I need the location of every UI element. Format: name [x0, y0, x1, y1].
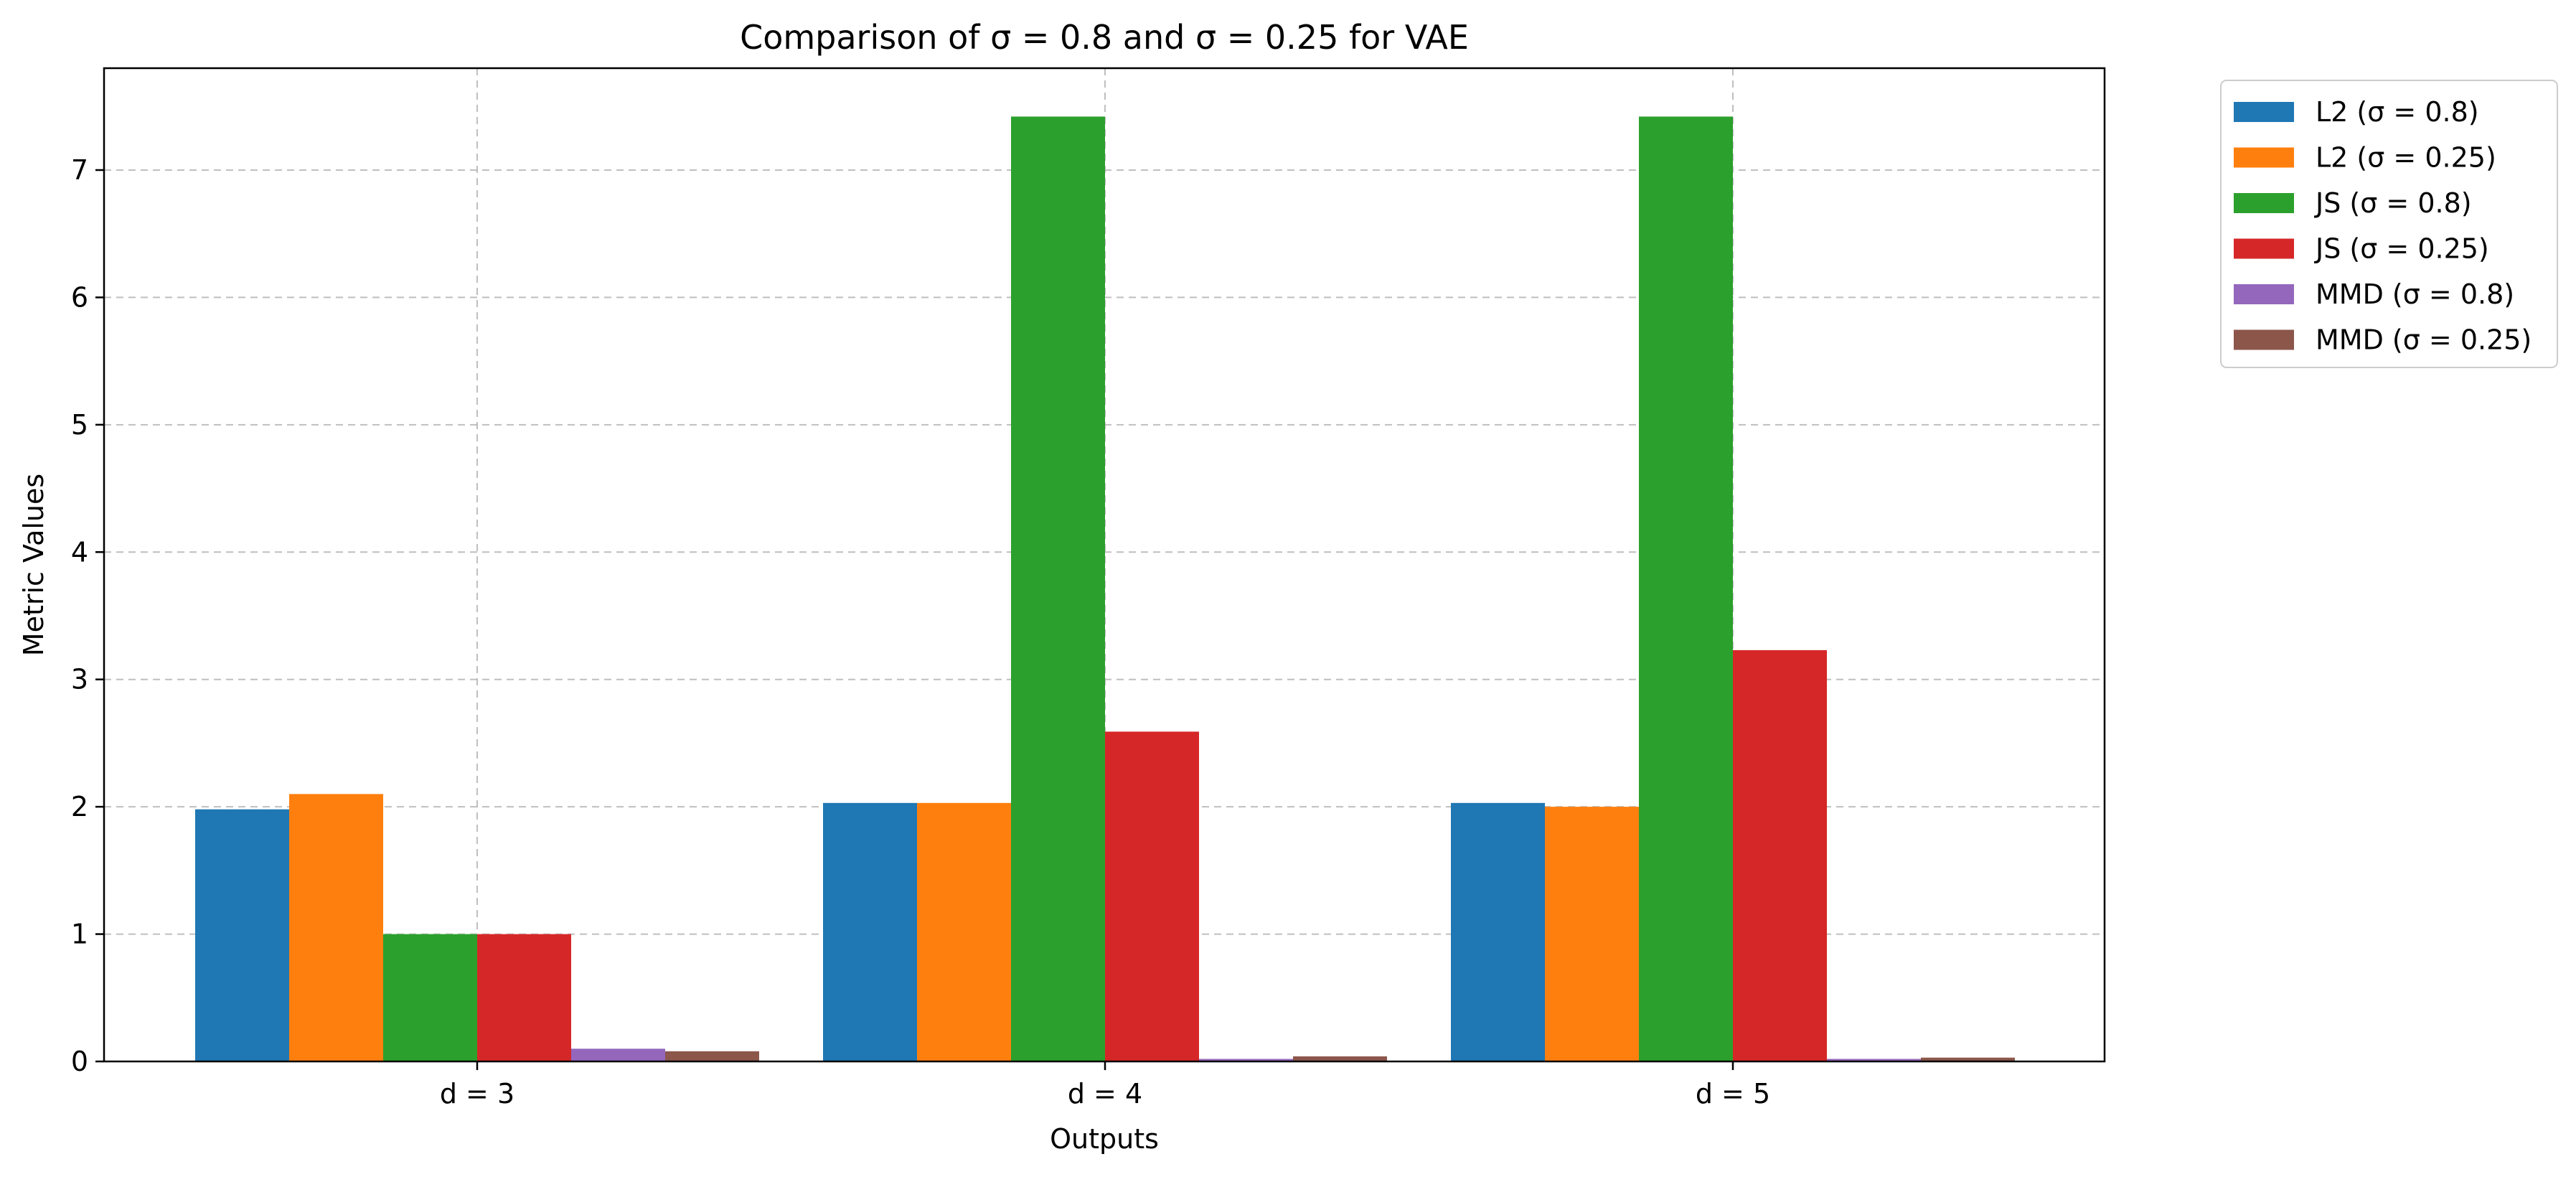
bar: [1545, 807, 1639, 1061]
legend-swatch: [2234, 193, 2294, 213]
chart-title: Comparison of σ = 0.8 and σ = 0.25 for V…: [740, 18, 1469, 57]
legend-label: JS (σ = 0.8): [2314, 187, 2472, 219]
legend-box: [2220, 80, 2558, 368]
bar: [1921, 1057, 2015, 1061]
bar: [917, 802, 1011, 1061]
legend-label: L2 (σ = 0.25): [2316, 142, 2496, 174]
bar: [823, 802, 917, 1061]
y-tick-label: 2: [71, 791, 88, 822]
legend-label: JS (σ = 0.25): [2314, 233, 2489, 265]
legend-label: L2 (σ = 0.8): [2316, 96, 2479, 128]
bar: [1105, 731, 1199, 1061]
bar: [1293, 1056, 1387, 1061]
bar: [289, 794, 383, 1061]
x-axis-label: Outputs: [1050, 1123, 1159, 1155]
legend-swatch: [2234, 102, 2294, 122]
legend: L2 (σ = 0.8) L2 (σ = 0.25) JS (σ = 0.8) JS …: [2220, 80, 2558, 368]
bar: [571, 1049, 665, 1061]
bar: [383, 934, 477, 1061]
bar: [477, 934, 571, 1061]
bar: [1733, 650, 1827, 1061]
legend-swatch: [2234, 147, 2294, 168]
x-tick-label: d = 4: [1068, 1078, 1142, 1110]
legend-swatch: [2234, 284, 2294, 304]
y-tick-label: 5: [71, 409, 88, 441]
y-tick-label: 7: [71, 154, 88, 186]
bar: [1199, 1059, 1293, 1061]
bar: [1639, 116, 1733, 1061]
y-tick-label: 4: [71, 536, 88, 568]
bar: [665, 1051, 759, 1061]
y-tick-label: 6: [71, 281, 88, 313]
y-tick-label: 3: [71, 664, 88, 695]
bar: [1827, 1059, 1921, 1061]
y-tick-label: 1: [71, 919, 88, 950]
y-tick-label: 0: [71, 1046, 88, 1077]
bar: [1451, 802, 1545, 1061]
bar: [1011, 116, 1105, 1061]
bar: [195, 809, 289, 1061]
legend-swatch: [2234, 238, 2294, 259]
legend-swatch: [2234, 329, 2294, 350]
x-tick-label: d = 5: [1696, 1078, 1770, 1110]
legend-label: MMD (σ = 0.25): [2316, 324, 2532, 356]
y-axis-label: Metric Values: [18, 474, 50, 656]
legend-label: MMD (σ = 0.8): [2316, 278, 2514, 310]
x-tick-label: d = 3: [440, 1078, 514, 1110]
